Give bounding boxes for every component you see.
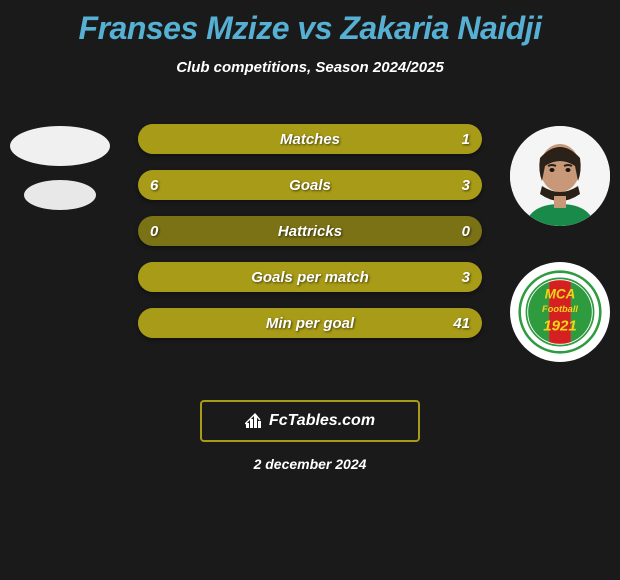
stat-row: Matches 1 bbox=[138, 124, 482, 154]
stat-rows: Matches 1 6 Goals 3 0 Hattricks 0 Goals … bbox=[138, 124, 482, 354]
stat-value-right: 1 bbox=[462, 131, 470, 148]
badge-text-year: 1921 bbox=[543, 317, 577, 334]
footer-brand-text: FcTables.com bbox=[269, 412, 375, 430]
stat-value-right: 3 bbox=[462, 269, 470, 286]
club-right-badge: MCA Football 1921 bbox=[510, 262, 610, 362]
stat-row: 0 Hattricks 0 bbox=[138, 216, 482, 246]
stat-row: Goals per match 3 bbox=[138, 262, 482, 292]
footer-brand-box: FcTables.com bbox=[200, 400, 420, 442]
stat-value-right: 41 bbox=[453, 315, 470, 332]
club-badge-icon: MCA Football 1921 bbox=[518, 270, 602, 354]
badge-text-top: MCA bbox=[545, 287, 576, 302]
bars-icon bbox=[245, 413, 265, 429]
player-left-avatar-placeholder-1 bbox=[10, 126, 110, 166]
stat-value-right: 3 bbox=[462, 177, 470, 194]
stat-label: Matches bbox=[138, 131, 482, 148]
badge-text-mid: Football bbox=[542, 304, 578, 314]
player-right-avatar bbox=[510, 126, 610, 226]
player-portrait-icon bbox=[510, 126, 610, 226]
stat-row: 6 Goals 3 bbox=[138, 170, 482, 200]
footer-brand: FcTables.com bbox=[245, 412, 375, 430]
stat-value-right: 0 bbox=[462, 223, 470, 240]
stat-label: Min per goal bbox=[138, 315, 482, 332]
stat-label: Hattricks bbox=[138, 223, 482, 240]
stat-label: Goals bbox=[138, 177, 482, 194]
comparison-title: Franses Mzize vs Zakaria Naidji bbox=[0, 0, 620, 47]
comparison-date: 2 december 2024 bbox=[0, 456, 620, 472]
comparison-subtitle: Club competitions, Season 2024/2025 bbox=[0, 59, 620, 76]
player-left-avatar-placeholder-2 bbox=[24, 180, 96, 210]
stat-label: Goals per match bbox=[138, 269, 482, 286]
stat-row: Min per goal 41 bbox=[138, 308, 482, 338]
stats-container: MCA Football 1921 Matches 1 6 Goals 3 0 … bbox=[0, 116, 620, 376]
